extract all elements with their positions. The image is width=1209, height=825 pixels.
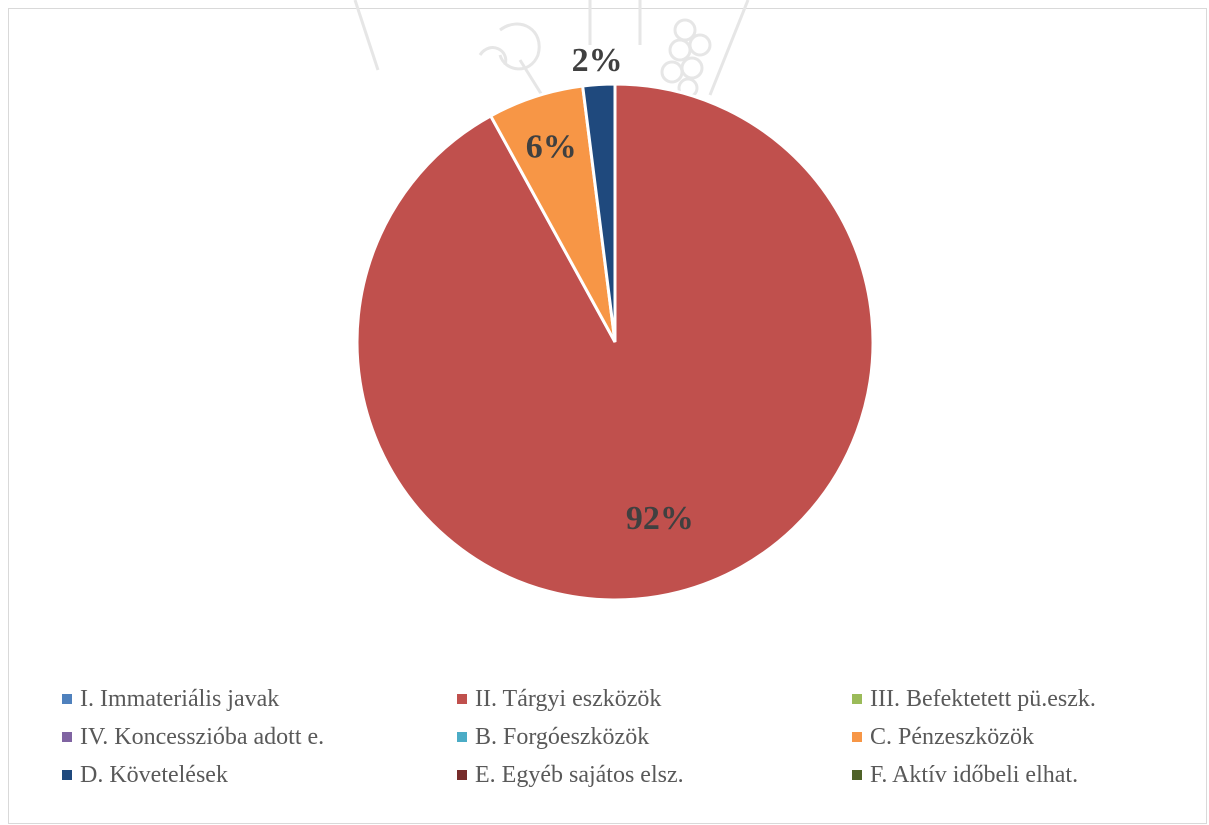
legend-item-immaterialis-javak: I. Immateriális javak (62, 683, 457, 715)
legend-item-befektetett-pu-eszk: III. Befektetett pü.eszk. (852, 683, 1182, 715)
data-label-d-kovetelesek: 2% (572, 42, 623, 79)
legend-swatch (62, 770, 72, 780)
legend-item-aktiv-idobeli-elhat: F. Aktív időbeli elhat. (852, 759, 1182, 791)
legend-item-kovetelesek: D. Követelések (62, 759, 457, 791)
legend-label: II. Tárgyi eszközök (475, 685, 662, 712)
legend-item-koncesszioba-adott: IV. Koncesszióba adott e. (62, 721, 457, 753)
pie-chart: 92% 6% 2% (355, 42, 875, 602)
legend-swatch (852, 732, 862, 742)
legend-swatch (457, 694, 467, 704)
legend-swatch (852, 694, 862, 704)
legend-label: F. Aktív időbeli elhat. (870, 761, 1079, 788)
legend-item-targyi-eszkozok: II. Tárgyi eszközök (457, 683, 852, 715)
data-label-c-penzeszkozok: 6% (526, 129, 577, 166)
pie-slice-d-kovetelesek (580, 82, 617, 343)
legend-swatch (457, 732, 467, 742)
legend-item-forgoeszkozok: B. Forgóeszközök (457, 721, 852, 753)
legend-label: I. Immateriális javak (80, 685, 280, 712)
legend-label: C. Pénzeszközök (870, 723, 1034, 750)
legend-item-egyeb-sajatos-elsz: E. Egyéb sajátos elsz. (457, 759, 852, 791)
legend-label: III. Befektetett pü.eszk. (870, 685, 1096, 712)
legend-swatch (62, 732, 72, 742)
legend-label: D. Követelések (80, 761, 228, 788)
legend-swatch (62, 694, 72, 704)
pie-slices (355, 82, 875, 602)
pie-data-labels: 92% 6% 2% (526, 42, 694, 537)
legend: I. Immateriális javak II. Tárgyi eszközö… (62, 683, 1182, 791)
legend-swatch (852, 770, 862, 780)
legend-item-penzeszkozok: C. Pénzeszközök (852, 721, 1182, 753)
legend-label: IV. Koncesszióba adott e. (80, 723, 325, 750)
legend-label: E. Egyéb sajátos elsz. (475, 761, 684, 788)
watermark-logo (353, 0, 750, 101)
legend-swatch (457, 770, 467, 780)
data-label-ii-targyi-eszkozok: 92% (626, 500, 694, 537)
legend-label: B. Forgóeszközök (475, 723, 650, 750)
